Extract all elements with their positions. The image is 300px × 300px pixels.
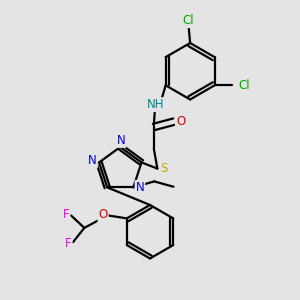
Text: Cl: Cl: [183, 14, 194, 27]
Text: F: F: [63, 208, 70, 221]
Text: Cl: Cl: [238, 79, 250, 92]
Text: NH: NH: [146, 98, 164, 111]
Text: O: O: [98, 208, 108, 221]
Text: N: N: [88, 154, 97, 167]
Text: F: F: [65, 237, 72, 250]
Text: S: S: [160, 162, 168, 175]
Text: N: N: [116, 134, 125, 147]
Text: O: O: [176, 115, 185, 128]
Text: N: N: [136, 181, 144, 194]
